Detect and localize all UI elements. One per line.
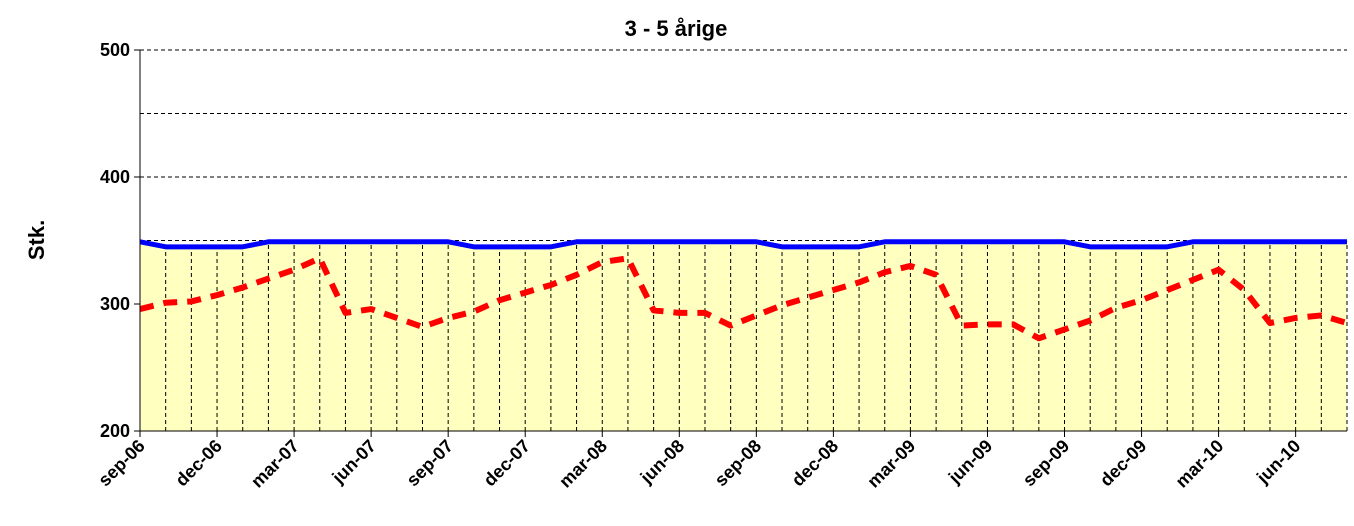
y-tick-label: 300	[100, 294, 130, 314]
x-tick-label: mar-10	[1172, 436, 1228, 492]
x-tick-label: dec-06	[171, 436, 225, 490]
x-tick-label: jun-08	[636, 436, 688, 488]
y-tick-label: 400	[100, 167, 130, 187]
x-tick-label: mar-08	[555, 436, 611, 492]
x-tick-label: sep-06	[94, 436, 148, 490]
x-tick-label: mar-09	[863, 436, 919, 492]
x-tick-label: sep-09	[1019, 436, 1073, 490]
chart-title: 3 - 5 årige	[625, 16, 728, 41]
x-tick-label: sep-08	[711, 436, 765, 490]
y-tick-label: 200	[100, 421, 130, 441]
y-tick-label: 500	[100, 40, 130, 60]
x-tick-label: jun-07	[328, 436, 380, 488]
x-tick-label: dec-09	[1096, 436, 1150, 490]
x-tick-label: mar-07	[247, 436, 303, 492]
x-tick-label: jun-10	[1252, 436, 1304, 488]
y-axis-title: Stk.	[24, 220, 49, 260]
area	[140, 241, 1347, 431]
x-tick-label: sep-07	[403, 436, 457, 490]
x-tick-label: dec-08	[788, 436, 842, 490]
x-tick-label: jun-09	[944, 436, 996, 488]
line	[139, 239, 1347, 250]
x-tick-label: dec-07	[480, 436, 534, 490]
line	[139, 255, 1348, 342]
